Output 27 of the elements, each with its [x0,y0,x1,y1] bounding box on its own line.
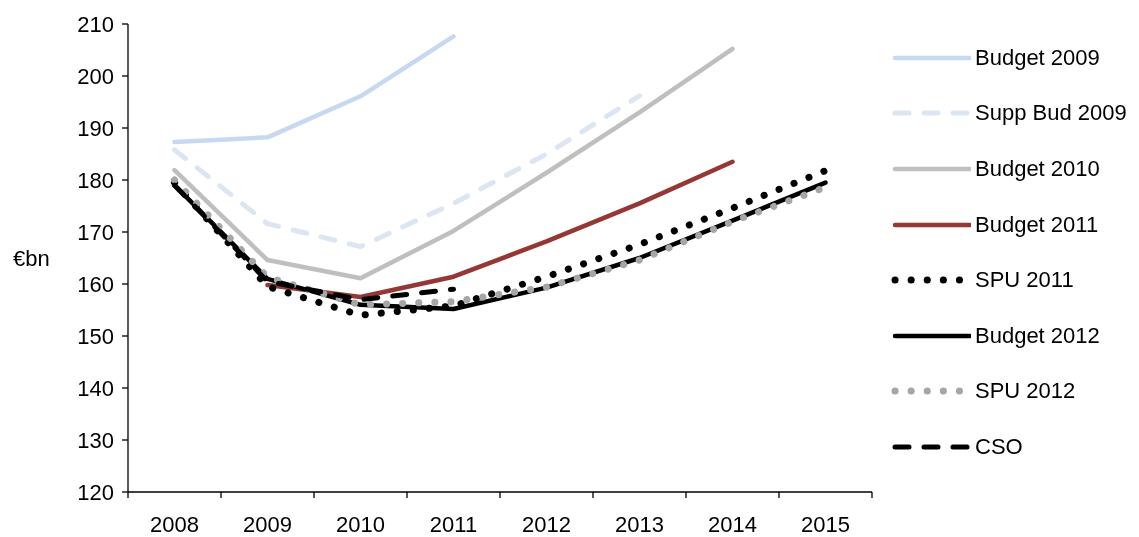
y-tick-label: 210 [77,11,114,37]
x-tick-label: 2013 [615,511,664,537]
x-tick-label: 2015 [801,511,850,537]
y-axis-title: €bn [13,245,50,271]
y-tick-label: 150 [77,323,114,349]
legend-label: SPU 2011 [975,267,1074,294]
legend-label: Budget 2010 [975,155,1100,182]
legend-label: Supp Bud 2009 [975,100,1127,127]
y-tick-label: 120 [77,479,114,505]
legend-label: Budget 2009 [975,44,1100,71]
legend-label: Budget 2012 [975,322,1100,349]
x-tick-label: 2012 [522,511,571,537]
y-tick-label: 170 [77,219,114,245]
legend-label: SPU 2012 [975,378,1076,405]
x-tick-label: 2009 [243,511,292,537]
y-tick-label: 160 [77,271,114,297]
x-tick-label: 2014 [708,511,757,537]
x-tick-label: 2011 [429,511,478,537]
y-tick-label: 130 [77,427,114,453]
y-tick-label: 140 [77,375,114,401]
y-tick-label: 190 [77,115,114,141]
legend-label: Budget 2011 [975,211,1099,238]
legend-label: CSO [975,433,1023,460]
y-tick-label: 200 [77,63,114,89]
y-tick-label: 180 [77,167,114,193]
x-tick-label: 2008 [150,511,199,537]
x-tick-label: 2010 [336,511,385,537]
